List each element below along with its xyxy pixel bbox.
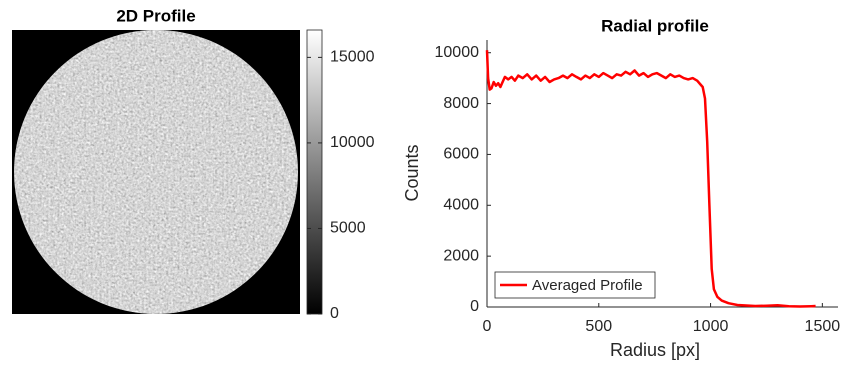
image-title: 2D Profile (116, 6, 195, 25)
y-tick-label: 10000 (435, 44, 480, 61)
legend-label: Averaged Profile (532, 277, 643, 294)
x-tick-label: 0 (483, 318, 492, 335)
colorbar-tick-label: 10000 (330, 134, 375, 151)
x-axis-label: Radius [px] (610, 340, 700, 360)
chart-title: Radial profile (601, 16, 709, 35)
x-tick-label: 500 (585, 318, 612, 335)
y-axis-label: Counts (402, 144, 422, 201)
y-tick-label: 8000 (443, 95, 479, 112)
y-tick-label: 2000 (443, 247, 479, 264)
x-tick-label: 1500 (805, 318, 841, 335)
y-tick-label: 6000 (443, 146, 479, 163)
line-series (485, 50, 816, 308)
image-disc (14, 30, 298, 314)
colorbar-tick-label: 5000 (330, 220, 366, 237)
colorbar-tick-label: 15000 (330, 49, 375, 66)
colorbar (306, 29, 323, 315)
colorbar-tick-label: 0 (330, 305, 339, 322)
x-tick-label: 1000 (693, 318, 729, 335)
y-tick-label: 4000 (443, 197, 479, 214)
y-tick-label: 0 (470, 298, 479, 315)
